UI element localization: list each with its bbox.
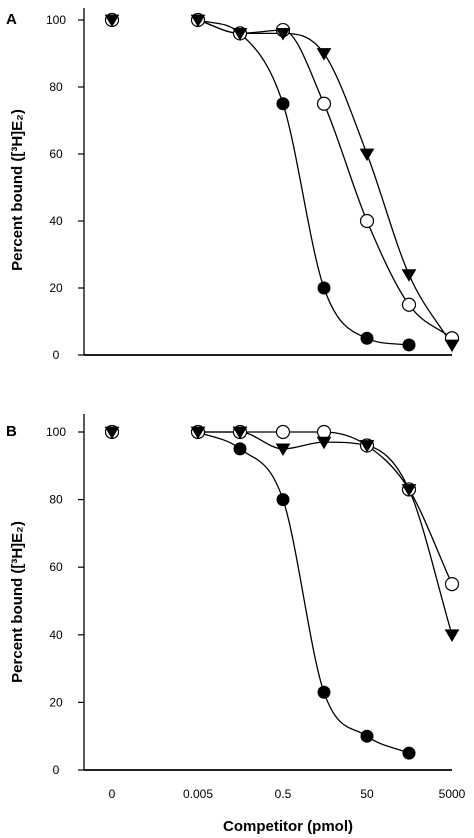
panel-a-markers (104, 12, 460, 353)
data-point-filled-triangle (316, 48, 332, 61)
data-point-filled-circle (402, 746, 416, 760)
panel-a-axes (83, 8, 452, 356)
data-point-open-circle (275, 424, 291, 440)
panel-a-curves (197, 19, 453, 346)
y-tick-label: 60 (49, 147, 63, 161)
panel-a-letter: A (6, 11, 17, 28)
y-tick-label: 80 (49, 493, 63, 507)
panel-b-x-ticks: 0 0.005 0.5 50 5000 (109, 787, 466, 801)
data-point-filled-triangle (104, 426, 120, 440)
data-point-filled-triangle (444, 629, 460, 642)
y-tick-label: 40 (49, 628, 63, 642)
data-point-filled-triangle (359, 440, 375, 453)
series-line-open-circle (197, 431, 453, 585)
data-point-filled-triangle (190, 426, 206, 440)
panel-a-ylabel: Percent bound ([³H]E₂) (9, 109, 26, 271)
y-tick-label: 0 (53, 348, 60, 362)
data-point-open-circle (359, 213, 375, 229)
y-tick-label: 20 (49, 281, 63, 295)
y-tick-label: 80 (49, 80, 63, 94)
data-point-filled-circle (317, 685, 331, 699)
data-point-filled-circle (276, 97, 290, 111)
panel-b-curves (197, 431, 453, 754)
panel-b-markers (104, 424, 460, 760)
series-line-filled-triangle (197, 19, 453, 346)
x-tick-label: 0.005 (183, 787, 213, 801)
data-point-filled-triangle (104, 14, 120, 28)
x-tick-label: 50 (360, 787, 374, 801)
data-point-filled-circle (233, 442, 247, 456)
panel-b-letter: B (6, 423, 17, 440)
panel-b-xlabel: Competitor (pmol) (223, 818, 353, 835)
data-point-filled-circle (360, 331, 374, 345)
data-point-filled-triangle (275, 28, 291, 41)
panel-b-y-ticks: 0 20 40 60 80 100 (46, 425, 84, 777)
y-tick-label: 100 (46, 425, 66, 439)
data-point-filled-circle (276, 493, 290, 507)
data-point-filled-circle (317, 281, 331, 295)
data-point-open-circle (316, 424, 332, 440)
y-tick-label: 100 (46, 13, 66, 27)
data-point-filled-triangle (401, 484, 417, 497)
data-point-open-circle (401, 297, 417, 312)
panel-a-y-ticks: 0 20 40 60 80 100 (46, 13, 84, 362)
series-line-filled-circle (197, 431, 410, 754)
x-tick-label: 0 (109, 787, 116, 801)
y-tick-label: 20 (49, 695, 63, 709)
y-tick-label: 0 (53, 763, 60, 777)
data-point-filled-triangle (316, 436, 332, 450)
data-point-filled-triangle (359, 148, 375, 162)
data-point-filled-triangle (275, 443, 291, 457)
data-point-filled-triangle (401, 269, 417, 282)
y-tick-label: 60 (49, 560, 63, 574)
x-tick-label: 0.5 (275, 787, 292, 801)
panel-b-axes (83, 414, 452, 771)
data-point-filled-triangle (444, 339, 460, 353)
x-tick-label: 5000 (439, 787, 466, 801)
panel-a: A Percent bound ([³H]E₂) 0 20 40 60 80 100 (6, 8, 460, 362)
data-point-filled-triangle (190, 14, 206, 28)
data-point-filled-circle (360, 729, 374, 743)
data-point-open-circle (316, 96, 332, 111)
series-line-filled-triangle (197, 431, 453, 635)
data-point-filled-circle (402, 338, 416, 352)
data-point-filled-triangle (232, 28, 248, 41)
data-point-open-circle (444, 576, 460, 592)
panel-b-ylabel: Percent bound ([³H]E₂) (9, 521, 26, 683)
data-point-filled-triangle (232, 426, 248, 440)
y-tick-label: 40 (49, 214, 63, 228)
